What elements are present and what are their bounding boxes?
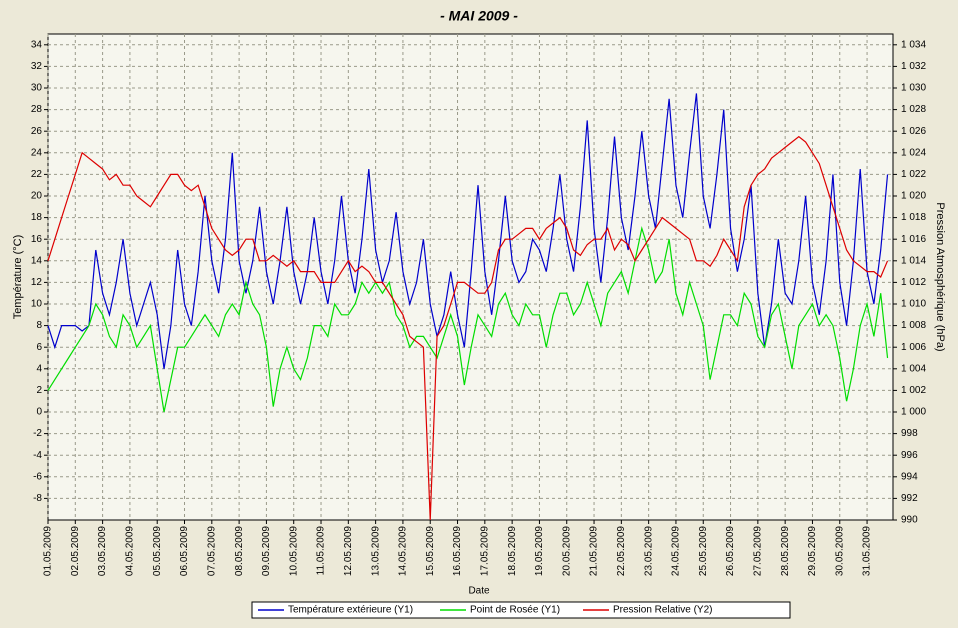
y2-tick-label: 1 002 xyxy=(901,385,926,396)
legend-label: Pression Relative (Y2) xyxy=(613,605,712,616)
x-tick-label: 02.05.2009 xyxy=(70,526,81,576)
x-tick-label: 23.05.2009 xyxy=(643,526,654,576)
y-tick-label: 34 xyxy=(31,39,43,50)
x-tick-label: 31.05.2009 xyxy=(862,526,873,576)
x-tick-label: 06.05.2009 xyxy=(179,526,190,576)
y-tick-label: 2 xyxy=(36,385,42,396)
x-tick-label: 05.05.2009 xyxy=(152,526,163,576)
y-tick-label: 24 xyxy=(31,147,43,158)
y2-tick-label: 1 008 xyxy=(901,320,926,331)
x-tick-label: 08.05.2009 xyxy=(234,526,245,576)
y-tick-label: 8 xyxy=(36,320,42,331)
x-tick-label: 21.05.2009 xyxy=(589,526,600,576)
y2-tick-label: 1 030 xyxy=(901,83,926,94)
series-line xyxy=(47,135,889,521)
y2-tick-label: 1 032 xyxy=(901,61,926,72)
x-tick-label: 29.05.2009 xyxy=(807,526,818,576)
x-axis-title: Date xyxy=(468,586,490,597)
y2-tick-label: 996 xyxy=(901,450,918,461)
x-tick-label: 09.05.2009 xyxy=(261,526,272,576)
x-tick-label: 04.05.2009 xyxy=(125,526,136,576)
x-tick-label: 24.05.2009 xyxy=(671,526,682,576)
y2-tick-label: 1 016 xyxy=(901,234,926,245)
chart-title: - MAI 2009 - xyxy=(440,8,518,24)
legend xyxy=(251,601,791,619)
x-tick-label: 14.05.2009 xyxy=(398,526,409,576)
y-tick-label: 26 xyxy=(31,126,43,137)
x-tick-label: 01.05.2009 xyxy=(43,526,54,576)
x-tick-label: 19.05.2009 xyxy=(534,526,545,576)
x-tick-label: 27.05.2009 xyxy=(752,526,763,576)
y2-tick-label: 1 034 xyxy=(901,39,926,50)
y-tick-label: 30 xyxy=(31,83,43,94)
y-tick-label: 16 xyxy=(31,234,43,245)
x-tick-label: 12.05.2009 xyxy=(343,526,354,576)
y2-tick-label: 998 xyxy=(901,428,918,439)
x-tick-label: 26.05.2009 xyxy=(725,526,736,576)
x-tick-label: 22.05.2009 xyxy=(616,526,627,576)
y2-tick-label: 1 006 xyxy=(901,342,926,353)
x-tick-label: 16.05.2009 xyxy=(452,526,463,576)
series-line xyxy=(47,93,889,369)
y-tick-label: 14 xyxy=(31,255,43,266)
y2-tick-label: 994 xyxy=(901,471,918,482)
x-tick-label: 18.05.2009 xyxy=(507,526,518,576)
y2-tick-label: 990 xyxy=(901,515,918,526)
y-tick-label: 32 xyxy=(31,61,43,72)
y-tick-label: -4 xyxy=(33,450,42,461)
y-tick-label: 18 xyxy=(31,212,43,223)
y2-tick-label: 1 024 xyxy=(901,147,926,158)
x-tick-label: 03.05.2009 xyxy=(97,526,108,576)
x-tick-label: 30.05.2009 xyxy=(834,526,845,576)
y-tick-label: -2 xyxy=(33,428,42,439)
y2-tick-label: 1 026 xyxy=(901,126,926,137)
y2-tick-label: 1 004 xyxy=(901,363,926,374)
x-tick-label: 10.05.2009 xyxy=(288,526,299,576)
y2-tick-label: 1 018 xyxy=(901,212,926,223)
y2-tick-label: 1 000 xyxy=(901,407,926,418)
y-axis-title: Température (°C) xyxy=(12,235,24,319)
y-tick-label: 0 xyxy=(36,407,42,418)
legend-label: Point de Rosée (Y1) xyxy=(470,605,560,616)
y2-tick-label: 1 028 xyxy=(901,104,926,115)
y-tick-label: 10 xyxy=(31,299,43,310)
y2-tick-label: 1 022 xyxy=(901,169,926,180)
y-tick-label: 20 xyxy=(31,191,43,202)
x-tick-label: 11.05.2009 xyxy=(316,526,327,576)
x-tick-label: 15.05.2009 xyxy=(425,526,436,576)
x-tick-label: 25.05.2009 xyxy=(698,526,709,576)
y2-axis-title: Pression Atmosphérique (hPa) xyxy=(934,202,946,351)
y2-tick-label: 1 012 xyxy=(901,277,926,288)
y-tick-label: 28 xyxy=(31,104,43,115)
y2-tick-label: 992 xyxy=(901,493,918,504)
x-tick-label: 20.05.2009 xyxy=(561,526,572,576)
x-tick-label: 13.05.2009 xyxy=(370,526,381,576)
y-tick-label: -8 xyxy=(33,493,42,504)
x-tick-label: 28.05.2009 xyxy=(780,526,791,576)
y-tick-label: 6 xyxy=(36,342,42,353)
x-tick-label: 07.05.2009 xyxy=(206,526,217,576)
y-tick-label: -6 xyxy=(33,471,42,482)
y-tick-label: 4 xyxy=(36,363,42,374)
y-tick-label: 12 xyxy=(31,277,43,288)
y2-tick-label: 1 010 xyxy=(901,299,926,310)
series-line xyxy=(47,226,889,413)
y-tick-label: 22 xyxy=(31,169,43,180)
y2-tick-label: 1 020 xyxy=(901,191,926,202)
x-tick-label: 17.05.2009 xyxy=(479,526,490,576)
y2-tick-label: 1 014 xyxy=(901,255,926,266)
legend-label: Température extérieure (Y1) xyxy=(288,605,413,616)
